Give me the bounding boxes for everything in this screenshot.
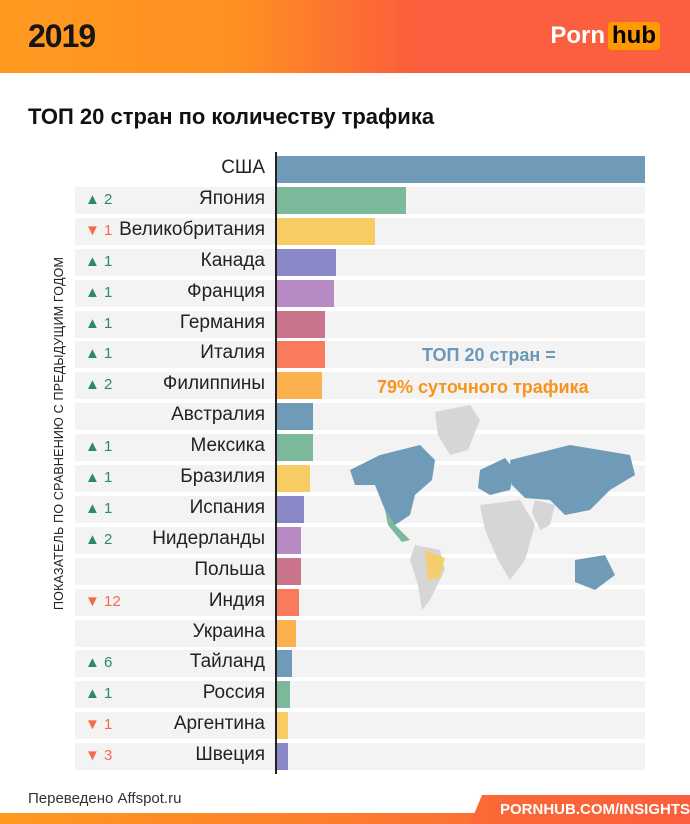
category-label: Испания: [189, 496, 265, 518]
bar: [276, 341, 326, 369]
bar-row: ▲ 1 Германия: [75, 310, 645, 338]
bar: [276, 681, 291, 709]
annotation-line2: 79% суточного трафика: [377, 377, 589, 397]
bar-row: ▼ 1 Великобритания: [75, 217, 645, 245]
bar-row: ▲ 2 Филиппины: [75, 372, 645, 400]
category-label: Великобритания: [119, 218, 265, 240]
rank-change-label: ▲ 1: [85, 345, 113, 363]
rank-change-label: ▲ 2: [85, 530, 113, 548]
rank-change-label: ▼ 1: [85, 716, 113, 734]
pornhub-logo: Porn hub: [550, 22, 660, 50]
category-label: Германия: [179, 311, 265, 333]
map-brazil: [425, 550, 445, 580]
bar: [276, 279, 334, 307]
rank-change-label: ▲ 1: [85, 438, 113, 456]
rank-change-label: ▲ 1: [85, 283, 113, 301]
rank-change-label: ▼ 12: [85, 592, 121, 610]
bar: [276, 619, 296, 647]
bar: [276, 217, 375, 245]
chart-title: ТОП 20 стран по количеству трафика: [28, 104, 435, 129]
category-label: Нидерланды: [152, 527, 265, 549]
logo-text-left: Porn: [550, 22, 606, 49]
bar-row: ▲ 1 Италия: [75, 341, 645, 369]
map-greenland: [435, 405, 480, 455]
map-north-america: [350, 445, 435, 525]
map-mexico: [385, 510, 410, 542]
rank-change-label: ▼ 3: [85, 747, 113, 765]
rank-change-label: ▲ 2: [85, 376, 113, 394]
bar: [276, 403, 313, 431]
category-label: Канада: [200, 249, 265, 271]
category-label: Филиппины: [162, 373, 265, 395]
rank-change-label: ▲ 2: [85, 190, 113, 208]
bar-row: ▲ 2 Япония: [75, 186, 645, 214]
bar-row: Австралия: [75, 403, 645, 431]
bar-row: ▼ 1 Аргентина: [75, 712, 645, 740]
category-label: Италия: [200, 342, 265, 364]
category-label: Тайланд: [189, 651, 265, 673]
bar: [276, 310, 326, 338]
bar-row: ▲ 1 Канада: [75, 248, 645, 276]
category-label: США: [221, 157, 265, 178]
bar: [276, 588, 299, 616]
category-label: Аргентина: [173, 713, 265, 735]
category-label: Франция: [187, 280, 265, 302]
bar-row: ▼ 3 Швеция: [75, 743, 645, 771]
footer-strip: [0, 813, 690, 824]
bar: [276, 743, 289, 771]
rank-change-label: ▲ 1: [85, 499, 113, 517]
bar: [276, 372, 323, 400]
map-africa: [480, 500, 535, 580]
bar-row: ▼ 12 Индия: [75, 588, 645, 616]
category-label: Россия: [202, 682, 265, 704]
bar: [276, 557, 302, 585]
bar: [276, 465, 310, 492]
map-europe: [478, 458, 515, 495]
axis-line: [275, 152, 277, 774]
category-label: Бразилия: [180, 466, 265, 487]
rank-change-label: ▲ 1: [85, 314, 113, 332]
rank-change-label: ▼ 1: [85, 221, 113, 239]
map-australia: [575, 555, 615, 590]
category-label: Австралия: [171, 404, 265, 426]
bar-row: ▲ 2 Нидерланды: [75, 526, 645, 554]
category-label: Япония: [199, 187, 265, 209]
year-label: 2019: [28, 18, 96, 54]
bar-row: ▲ 1 Россия: [75, 681, 645, 709]
rank-change-label: ▲ 1: [85, 685, 113, 703]
insights-link[interactable]: PORNHUB.COM/INSIGHTS: [500, 801, 690, 818]
bar-row: ▲ 6 Тайланд: [75, 650, 645, 678]
category-label: Польша: [194, 558, 265, 580]
rank-change-label: ▲ 1: [85, 252, 113, 270]
bar: [276, 495, 305, 523]
y-axis-label: ПОКАЗАТЕЛЬ ПО СРАВНЕНИЮ С ПРЕДЫДУЩИМ ГОД…: [52, 256, 66, 610]
bar: [276, 650, 292, 678]
bar-row: ▲ 1 Франция: [75, 279, 645, 307]
bar: [276, 434, 313, 462]
header-banner: 2019 Porn hub: [0, 0, 690, 73]
bar: [276, 248, 337, 276]
logo-text-right: hub: [608, 22, 660, 50]
bar: [276, 186, 406, 214]
rank-change-label: ▲ 6: [85, 654, 113, 672]
category-label: Мексика: [190, 435, 265, 457]
bar: [276, 156, 645, 183]
map-south-asia: [532, 500, 555, 530]
bar-row: Польша: [75, 557, 645, 585]
category-label: Швеция: [195, 744, 265, 766]
bar: [276, 526, 302, 554]
map-russia-asia: [510, 445, 635, 515]
bar-row: Украина: [75, 619, 645, 647]
bar-row: США: [75, 156, 645, 183]
rank-change-label: ▲ 1: [85, 469, 113, 486]
footer-tab: PORNHUB.COM/INSIGHTS: [470, 795, 690, 824]
category-label: Индия: [208, 589, 265, 611]
translation-credit: Переведено Affspot.ru: [28, 790, 182, 807]
category-label: Украина: [192, 620, 265, 642]
annotation-line1: ТОП 20 стран =: [422, 345, 556, 365]
world-map: [350, 405, 635, 610]
bar: [276, 712, 289, 740]
